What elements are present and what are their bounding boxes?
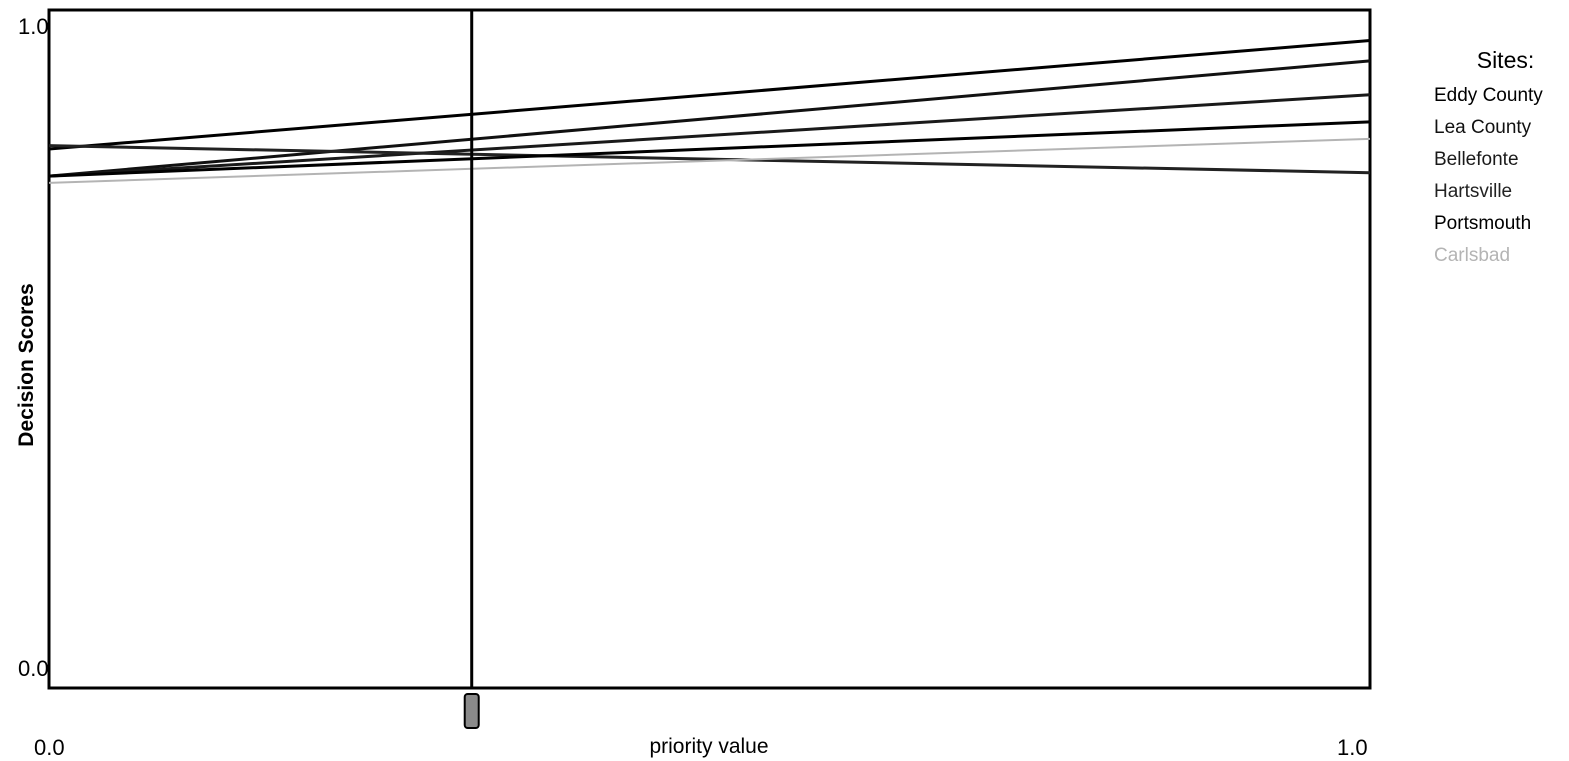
x-tick-left: 0.0 (34, 735, 65, 760)
legend-item-carlsbad: Carlsbad (1434, 245, 1511, 266)
series-line-portsmouth (48, 120, 1371, 178)
legend-item-lea-county: Lea County (1434, 117, 1532, 138)
legend-item-eddy-county: Eddy County (1434, 85, 1543, 106)
legend-items: Eddy County Lea County Bellefonte Hartsvill… (1434, 80, 1569, 272)
x-axis-title: priority value (649, 735, 768, 758)
legend-item-bellefonte: Bellefonte (1434, 149, 1519, 170)
priority-slider-handle[interactable] (463, 693, 480, 729)
series-line-bellefonte (48, 93, 1371, 178)
y-axis-title: Decision Scores (15, 283, 38, 446)
priority-slider[interactable] (463, 10, 480, 729)
legend-title: Sites: (1476, 47, 1535, 73)
legend-item-portsmouth: Portsmouth (1434, 213, 1532, 234)
y-tick-top: 1.0 (18, 14, 49, 39)
x-tick-right: 1.0 (1337, 735, 1368, 760)
series-line-hartsville (48, 144, 1371, 175)
series-line-eddy-county (48, 39, 1371, 151)
legend: Sites: Eddy County Lea County Bellefonte Ha… (1434, 47, 1569, 272)
series-line-carlsbad (48, 137, 1371, 184)
plot-area (47, 8, 1372, 690)
series-line-lea-county (48, 59, 1371, 178)
y-tick-bottom: 0.0 (18, 656, 49, 681)
series-layer (48, 39, 1371, 184)
legend-item-hartsville: Hartsville (1434, 181, 1513, 202)
